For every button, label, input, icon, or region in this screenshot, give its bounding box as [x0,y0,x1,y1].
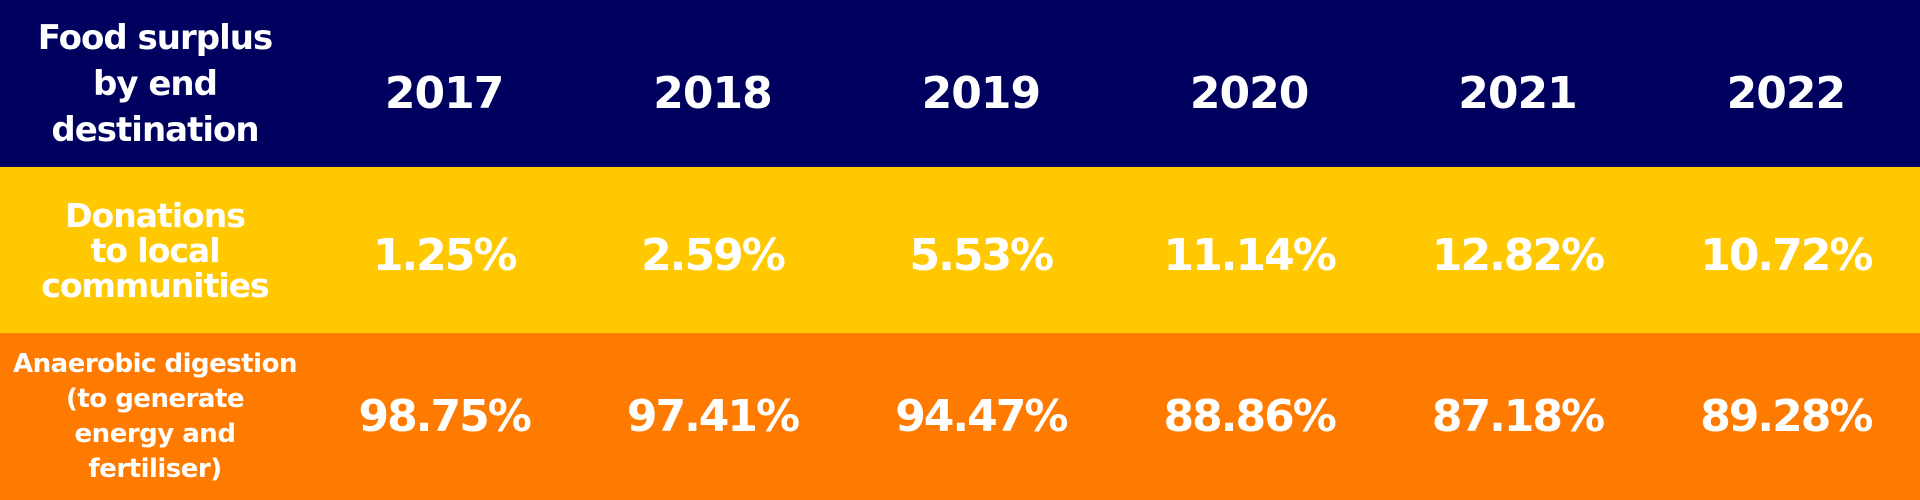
year-header-2019: 2019 [846,0,1115,167]
anaerobic-value-2017: 98.75% [310,333,579,500]
donations-value-2017: 1.25% [310,167,579,333]
anaerobic-value-2018: 97.41% [578,333,847,500]
donations-value-2020: 11.14% [1115,167,1384,333]
year-header-2018: 2018 [578,0,847,167]
donations-value-2022: 10.72% [1651,167,1920,333]
row-label-donations: Donations to local communities [0,167,310,333]
year-header-2017: 2017 [310,0,579,167]
year-header-2021: 2021 [1383,0,1652,167]
year-header-2022: 2022 [1651,0,1920,167]
corner-header: Food surplus by end destination [0,0,310,167]
anaerobic-value-2020: 88.86% [1115,333,1384,500]
donations-value-2019: 5.53% [846,167,1115,333]
anaerobic-value-2021: 87.18% [1383,333,1652,500]
anaerobic-value-2019: 94.47% [846,333,1115,500]
year-header-2020: 2020 [1115,0,1384,167]
donations-value-2018: 2.59% [578,167,847,333]
row-label-anaerobic-digestion: Anaerobic digestion (to generate energy … [0,333,310,500]
donations-value-2021: 12.82% [1383,167,1652,333]
anaerobic-value-2022: 89.28% [1651,333,1920,500]
